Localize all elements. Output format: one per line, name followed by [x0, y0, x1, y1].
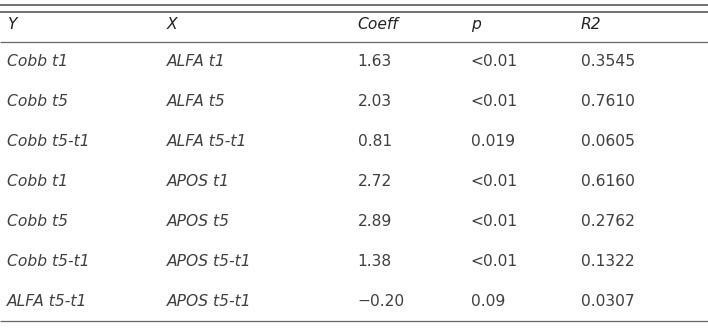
Text: 2.72: 2.72: [358, 174, 392, 189]
Text: <0.01: <0.01: [471, 174, 518, 189]
Text: 0.81: 0.81: [358, 134, 392, 149]
Text: Cobb t1: Cobb t1: [7, 54, 68, 69]
Text: APOS t5: APOS t5: [166, 214, 229, 229]
Text: 0.0307: 0.0307: [581, 294, 634, 309]
Text: 2.89: 2.89: [358, 214, 392, 229]
Text: Cobb t5-t1: Cobb t5-t1: [7, 134, 90, 149]
Text: 0.0605: 0.0605: [581, 134, 634, 149]
Text: 0.3545: 0.3545: [581, 54, 635, 69]
Text: p: p: [471, 17, 481, 33]
Text: Cobb t1: Cobb t1: [7, 174, 68, 189]
Text: ALFA t5: ALFA t5: [166, 94, 225, 109]
Text: 1.63: 1.63: [358, 54, 392, 69]
Text: APOS t5-t1: APOS t5-t1: [166, 254, 251, 269]
Text: Cobb t5-t1: Cobb t5-t1: [7, 254, 90, 269]
Text: 1.38: 1.38: [358, 254, 392, 269]
Text: 0.6160: 0.6160: [581, 174, 634, 189]
Text: 0.1322: 0.1322: [581, 254, 634, 269]
Text: 0.019: 0.019: [471, 134, 515, 149]
Text: −0.20: −0.20: [358, 294, 405, 309]
Text: ALFA t5-t1: ALFA t5-t1: [166, 134, 247, 149]
Text: ALFA t1: ALFA t1: [166, 54, 225, 69]
Text: X: X: [166, 17, 177, 33]
Text: Cobb t5: Cobb t5: [7, 94, 68, 109]
Text: 0.09: 0.09: [471, 294, 506, 309]
Text: Cobb t5: Cobb t5: [7, 214, 68, 229]
Text: Y: Y: [7, 17, 16, 33]
Text: 2.03: 2.03: [358, 94, 392, 109]
Text: <0.01: <0.01: [471, 254, 518, 269]
Text: APOS t1: APOS t1: [166, 174, 229, 189]
Text: Coeff: Coeff: [358, 17, 399, 33]
Text: APOS t5-t1: APOS t5-t1: [166, 294, 251, 309]
Text: 0.2762: 0.2762: [581, 214, 634, 229]
Text: R2: R2: [581, 17, 601, 33]
Text: 0.7610: 0.7610: [581, 94, 634, 109]
Text: <0.01: <0.01: [471, 94, 518, 109]
Text: <0.01: <0.01: [471, 54, 518, 69]
Text: <0.01: <0.01: [471, 214, 518, 229]
Text: ALFA t5-t1: ALFA t5-t1: [7, 294, 88, 309]
